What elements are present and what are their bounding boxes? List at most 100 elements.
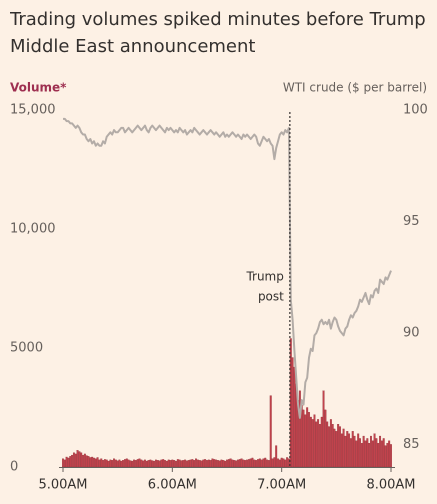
chart-title: Trading volumes spiked minutes before Tr… — [10, 9, 426, 57]
y2-tick-label: 85 — [403, 437, 420, 452]
volume-bar — [357, 433, 360, 468]
volume-bar — [359, 438, 361, 468]
annotation: post — [258, 290, 284, 304]
volume-bar — [96, 457, 99, 468]
volume-bar — [62, 458, 64, 468]
volume-bar — [375, 438, 378, 468]
volume-bar — [138, 458, 141, 468]
x-tick-label: 7.00AM — [257, 478, 306, 493]
volume-bar — [215, 459, 218, 468]
volume-bar — [206, 460, 208, 468]
volume-bar — [242, 459, 245, 468]
volume-bar — [298, 390, 301, 468]
volume-bar — [246, 459, 248, 468]
volume-bar — [368, 443, 371, 468]
y-tick-label: 10,000 — [10, 222, 56, 237]
volume-bar — [125, 458, 128, 468]
volume-bar — [182, 460, 185, 468]
volume-bar — [349, 438, 352, 468]
volume-bar — [273, 457, 276, 468]
y2-tick-label: 90 — [403, 326, 420, 341]
volume-bar — [304, 414, 307, 468]
volume-bar — [185, 460, 188, 468]
volume-bar — [83, 453, 86, 468]
volume-bar — [236, 459, 239, 468]
volume-bar — [69, 456, 72, 468]
volume-bar — [337, 424, 340, 468]
volume-bar — [122, 460, 125, 468]
volume-bar — [72, 452, 75, 468]
y-tick-label: 15,000 — [10, 103, 56, 118]
volume-bar — [162, 459, 165, 468]
volume-bar — [76, 450, 79, 468]
volume-bar — [180, 460, 183, 468]
volume-bar — [147, 460, 150, 468]
volume-bar — [306, 407, 309, 468]
volume-bar — [202, 459, 205, 468]
volume-bar — [229, 458, 232, 468]
volume-bar — [277, 458, 279, 468]
volume-bar — [151, 460, 154, 468]
volume-bar — [317, 419, 320, 468]
volume-bar — [340, 433, 343, 468]
volume-bar — [247, 459, 250, 468]
volume-bar — [120, 460, 123, 468]
price-line — [63, 117, 392, 419]
volume-bar — [67, 457, 70, 468]
volume-bar — [264, 457, 267, 468]
volume-bar — [291, 357, 294, 468]
volume-bar — [160, 459, 163, 468]
volume-bar — [189, 459, 192, 468]
volume-bar — [184, 459, 187, 468]
volume-bar — [169, 460, 172, 468]
volume-bar — [195, 458, 197, 468]
volume-bar — [328, 426, 330, 468]
volume-bar — [320, 416, 323, 468]
volume-bar — [238, 459, 241, 468]
volume-bar — [193, 460, 196, 468]
volume-bar — [85, 455, 88, 468]
volume-bar — [267, 460, 270, 468]
y-tick-label: 0 — [10, 460, 18, 475]
volume-bar — [364, 440, 367, 468]
volume-bar — [244, 460, 247, 468]
volume-bar — [209, 460, 212, 468]
volume-bar — [315, 421, 318, 468]
volume-bar — [222, 460, 225, 468]
y2-axis-label: WTI crude ($ per barrel) — [283, 81, 427, 95]
volume-bar — [107, 460, 110, 468]
volume-bar — [280, 457, 283, 468]
volume-bar — [134, 460, 137, 468]
volume-bar — [326, 421, 329, 468]
volume-bar — [269, 395, 272, 468]
volume-bar — [156, 460, 159, 468]
volume-bar — [308, 412, 310, 468]
volume-bar — [348, 433, 351, 468]
volume-bar — [257, 459, 259, 468]
volume-bar — [309, 416, 312, 468]
volume-bar — [255, 460, 258, 468]
volume-bar — [158, 460, 161, 468]
volume-bar — [377, 443, 380, 468]
volume-bar — [331, 424, 334, 468]
volume-bar — [176, 459, 179, 468]
volume-bar — [318, 424, 321, 468]
volume-bar — [370, 435, 372, 468]
volume-bar — [111, 460, 114, 468]
volume-bar — [266, 459, 269, 468]
volume-bar — [124, 459, 126, 468]
volume-bar — [133, 459, 136, 468]
volume-bar — [346, 431, 349, 468]
volume-bar — [231, 459, 234, 468]
volume-bar — [333, 428, 336, 468]
volume-bar — [116, 460, 119, 468]
volume-bar — [235, 460, 238, 468]
volume-bar — [171, 459, 174, 468]
volume-bar — [339, 426, 341, 468]
volume-bar — [233, 460, 236, 468]
volume-bar — [118, 459, 121, 468]
volume-bar — [136, 459, 139, 468]
volume-bar — [351, 431, 354, 468]
volume-bar — [127, 459, 130, 468]
